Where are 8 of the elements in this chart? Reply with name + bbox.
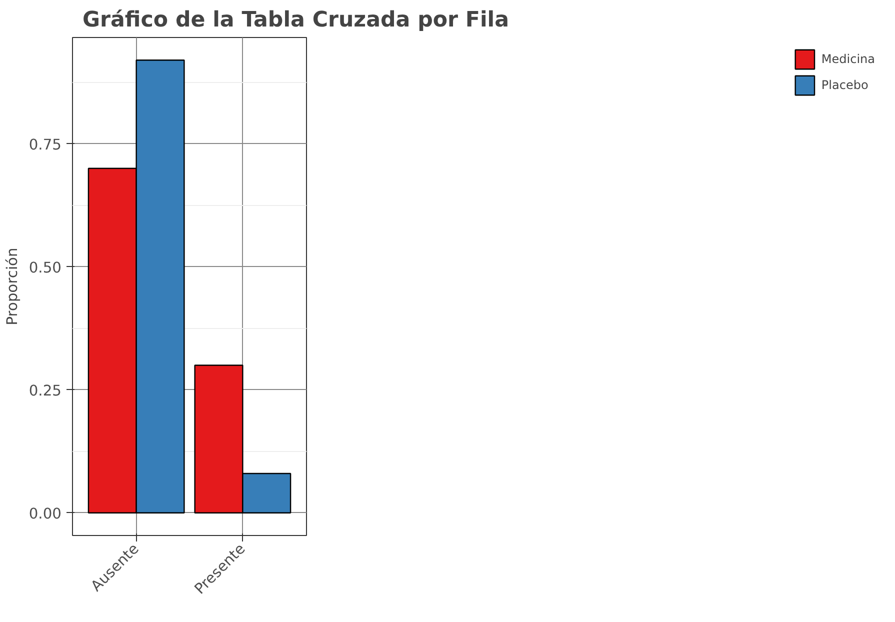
y-tick-label: 0.00: [28, 505, 62, 522]
y-tick-label: 0.75: [28, 136, 62, 154]
legend-label: Medicina: [821, 52, 875, 66]
y-tick-label: 0.50: [28, 259, 62, 276]
chart-title: Gráfico de la Tabla Cruzada por Fila: [82, 8, 510, 32]
y-axis-title: Proporción: [4, 248, 21, 326]
y-tick-label: 0.25: [28, 382, 62, 400]
legend-label: Placebo: [821, 78, 868, 92]
